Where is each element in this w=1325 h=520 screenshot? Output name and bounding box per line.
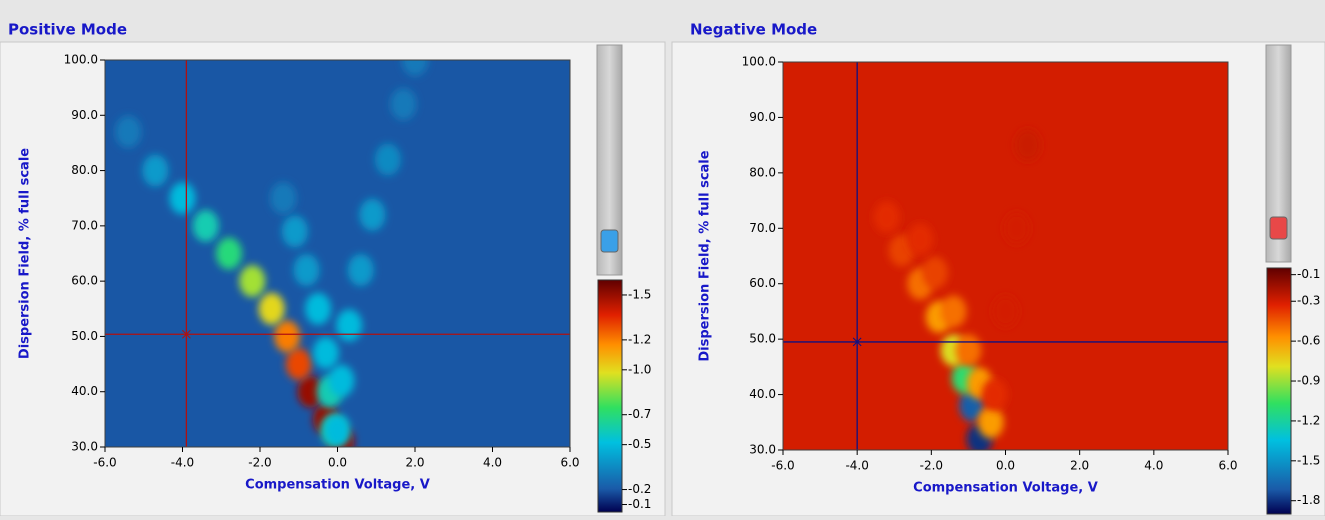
x-axis-label: Compensation Voltage, V	[245, 478, 430, 493]
y-tick-label: 60.0	[749, 276, 776, 290]
x-tick-label: 0.0	[996, 459, 1015, 473]
y-tick-label: 30.0	[749, 443, 776, 457]
y-tick-label: 40.0	[749, 387, 776, 401]
y-tick-label: 80.0	[71, 163, 98, 177]
y-tick-label: 70.0	[71, 218, 98, 232]
y-tick-label: 90.0	[749, 110, 776, 124]
heat-cell	[977, 406, 1004, 439]
x-tick-label: 4.0	[1144, 459, 1163, 473]
heat-cell	[169, 182, 196, 215]
colorbar	[1266, 267, 1292, 515]
heat-cell	[390, 88, 417, 121]
heat-cell	[115, 115, 142, 148]
colorbar	[597, 279, 623, 513]
heatmap	[873, 129, 1041, 450]
x-tick-label: -2.0	[920, 459, 943, 473]
x-tick-label: -6.0	[93, 456, 116, 470]
heat-cell	[374, 143, 401, 176]
heat-cell	[1003, 212, 1030, 245]
x-axis-label: Compensation Voltage, V	[913, 481, 1098, 496]
heat-cell	[1014, 129, 1041, 162]
y-tick-label: 30.0	[71, 440, 98, 454]
panel-title: Positive Mode	[8, 21, 127, 39]
x-tick-label: 6.0	[1218, 459, 1237, 473]
colorbar-tick-label: -1.5	[628, 287, 651, 301]
colorbar-tick-label: -0.1	[1297, 267, 1320, 281]
heat-cell	[402, 60, 428, 76]
y-tick-label: 40.0	[71, 384, 98, 398]
heatmap	[115, 60, 428, 447]
heat-cell	[285, 348, 312, 381]
heat-cell	[324, 414, 351, 447]
cursor-point	[182, 329, 191, 339]
x-tick-label: 6.0	[560, 456, 579, 470]
x-tick-label: 4.0	[483, 456, 502, 470]
slider-knob[interactable]	[1269, 216, 1288, 240]
y-tick-label: 80.0	[749, 165, 776, 179]
y-tick-label: 50.0	[71, 329, 98, 343]
heat-cell	[216, 237, 242, 270]
y-tick-label: 100.0	[742, 55, 776, 69]
heat-cell	[142, 154, 169, 187]
heat-cell	[192, 209, 219, 242]
heat-cell	[297, 375, 324, 408]
heat-cell	[336, 309, 363, 342]
y-tick-label: 70.0	[749, 221, 776, 235]
y-tick-label: 100.0	[64, 53, 98, 67]
slider-knob[interactable]	[600, 229, 619, 253]
heat-cell	[274, 320, 301, 353]
x-tick-label: -6.0	[771, 459, 794, 473]
y-tick-label: 60.0	[71, 274, 98, 288]
heat-cell	[312, 337, 339, 370]
colorbar-tick-label: -0.6	[1297, 334, 1320, 348]
colorbar-tick-label: -1.8	[1297, 493, 1320, 507]
x-tick-label: -4.0	[171, 456, 194, 470]
panel-title: Negative Mode	[690, 21, 817, 39]
heat-cell	[359, 198, 386, 231]
colorbar-tick-label: -1.5	[1297, 453, 1320, 467]
x-tick-label: 0.0	[328, 456, 347, 470]
colorbar-tick-label: -0.9	[1297, 374, 1320, 388]
heat-cell	[907, 223, 934, 256]
heat-cell	[955, 334, 982, 367]
y-tick-label: 50.0	[749, 332, 776, 346]
y-axis-label: Dispersion Field, % full scale	[18, 148, 33, 359]
heat-cell	[940, 295, 967, 328]
heat-cell	[347, 254, 374, 287]
cursor-point	[852, 337, 862, 347]
colorbar-tick-label: -0.2	[628, 482, 651, 496]
colorbar-tick-label: -0.5	[628, 437, 651, 451]
heat-cell	[981, 378, 1008, 411]
heat-cell	[270, 182, 297, 215]
heat-cell	[922, 256, 949, 289]
y-axis-label: Dispersion Field, % full scale	[698, 150, 713, 361]
colorbar-tick-label: -0.7	[628, 407, 651, 421]
x-tick-label: 2.0	[1070, 459, 1089, 473]
colorbar-tick-label: -1.2	[628, 332, 651, 346]
y-tick-label: 90.0	[71, 108, 98, 122]
heat-cell	[281, 215, 308, 248]
x-tick-label: -4.0	[845, 459, 868, 473]
x-tick-label: -2.0	[248, 456, 271, 470]
colorbar-tick-label: -0.1	[628, 497, 651, 511]
colorbar-tick-label: -0.3	[1297, 294, 1320, 308]
heat-cell	[239, 265, 266, 298]
colorbar-tick-label: -1.2	[1297, 413, 1320, 427]
heat-cell	[992, 295, 1019, 328]
x-tick-label: 2.0	[405, 456, 424, 470]
colorbar-tick-label: -1.0	[628, 362, 651, 376]
heat-cell	[328, 364, 355, 397]
heat-cell	[293, 254, 320, 287]
heat-cell	[873, 201, 900, 234]
heat-cell	[305, 292, 332, 325]
heat-cell	[258, 292, 285, 325]
